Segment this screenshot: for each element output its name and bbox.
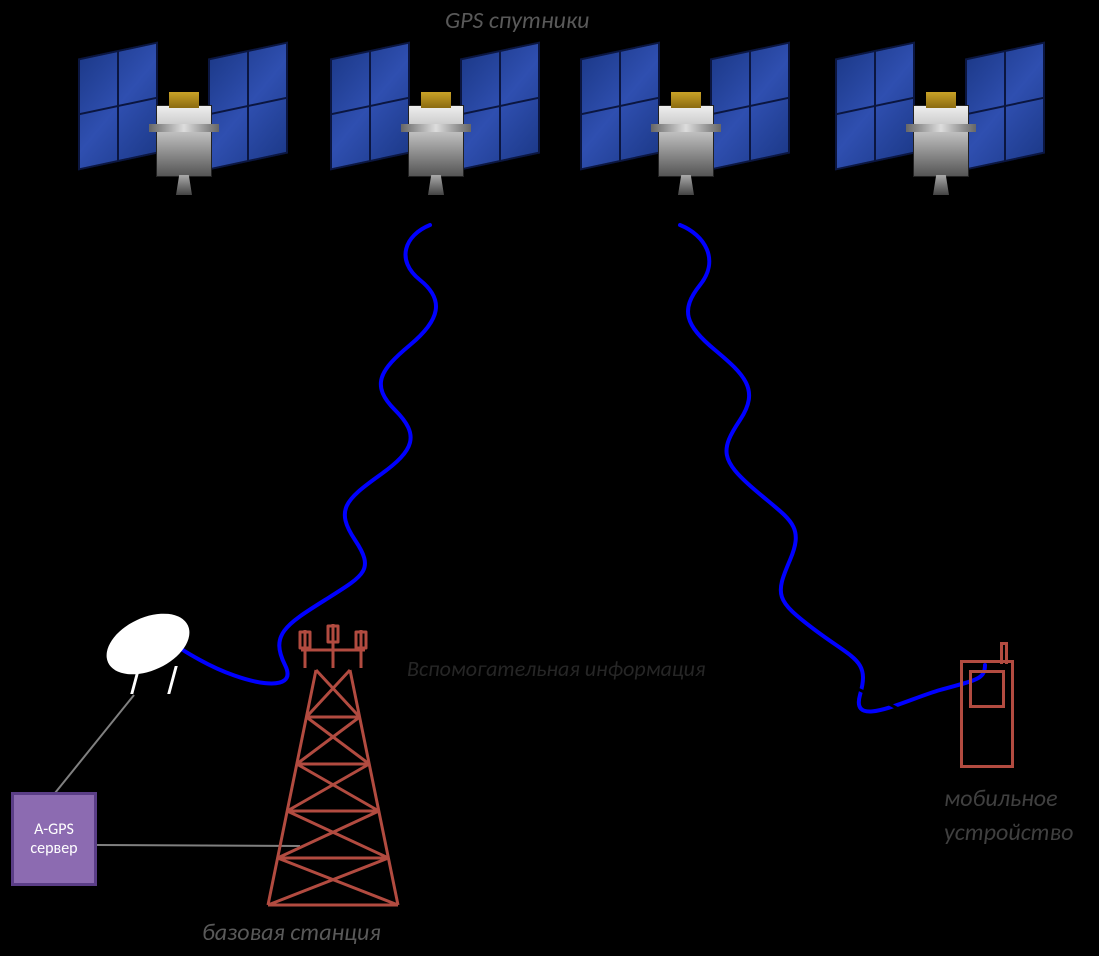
agps-server-box: A-GPS сервер [11,792,97,886]
diagram-stage: GPS спутники Вспомогательная информация … [0,0,1099,956]
base-station-label: базовая станция [202,918,381,947]
mobile-device-icon [960,660,1014,768]
satellite-3 [580,50,790,220]
cell-tower-icon [268,624,398,905]
mobile-label-line2: устройство [944,818,1073,847]
server-line1: A-GPS [34,820,74,839]
dish-antenna-icon [104,600,192,688]
aux-info-label: Вспомогательная информация [407,655,705,682]
mobile-label-line1: мобильное [944,784,1058,813]
title-label: GPS спутники [445,6,589,35]
satellite-2 [330,50,540,220]
satellite-4 [835,50,1045,220]
server-line2: сервер [30,839,77,858]
satellite-1 [78,50,288,220]
